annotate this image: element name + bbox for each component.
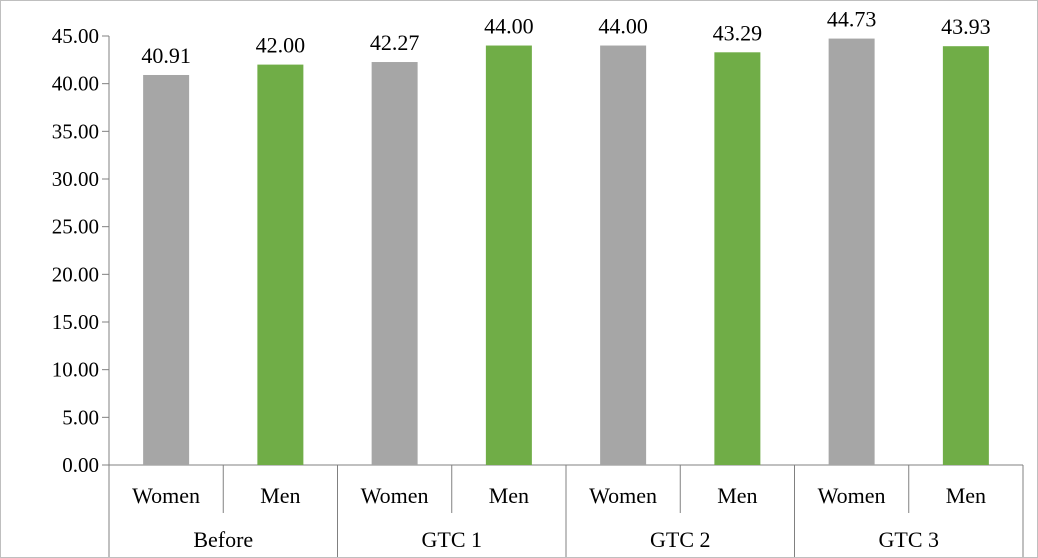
group-label: GTC 3 [879, 527, 940, 552]
bar [143, 74, 190, 465]
category-label: Women [589, 483, 657, 508]
category-label: Women [132, 483, 200, 508]
category-label: Men [946, 483, 986, 508]
category-label: Women [818, 483, 886, 508]
group-label: GTC 2 [650, 527, 711, 552]
y-tick-label: 15.00 [52, 310, 99, 334]
bar [371, 62, 418, 465]
y-tick-label: 20.00 [52, 262, 99, 286]
data-label: 44.00 [484, 14, 534, 39]
bar [485, 45, 532, 466]
bar [600, 45, 647, 466]
group-label: GTC 1 [422, 527, 483, 552]
category-label: Men [260, 483, 300, 508]
bar [257, 64, 304, 465]
y-tick-label: 5.00 [62, 405, 99, 429]
category-label: Men [717, 483, 757, 508]
data-label: 42.00 [256, 33, 306, 58]
data-label: 42.27 [370, 30, 420, 55]
y-tick-label: 10.00 [52, 358, 99, 382]
bar [942, 46, 989, 465]
data-label: 43.93 [941, 14, 991, 39]
data-label: 44.00 [598, 14, 648, 39]
bar [828, 38, 875, 465]
y-tick-label: 40.00 [52, 72, 99, 96]
group-label: Before [193, 527, 253, 552]
y-tick-label: 0.00 [62, 453, 99, 477]
y-tick-label: 35.00 [52, 119, 99, 143]
data-label: 43.29 [713, 20, 763, 45]
category-label: Women [361, 483, 429, 508]
data-label: 40.91 [141, 43, 191, 68]
data-label: 44.73 [827, 7, 877, 32]
y-tick-label: 25.00 [52, 215, 99, 239]
category-label: Men [489, 483, 529, 508]
bar [714, 52, 761, 465]
y-tick-label: 45.00 [52, 24, 99, 48]
y-tick-label: 30.00 [52, 167, 99, 191]
